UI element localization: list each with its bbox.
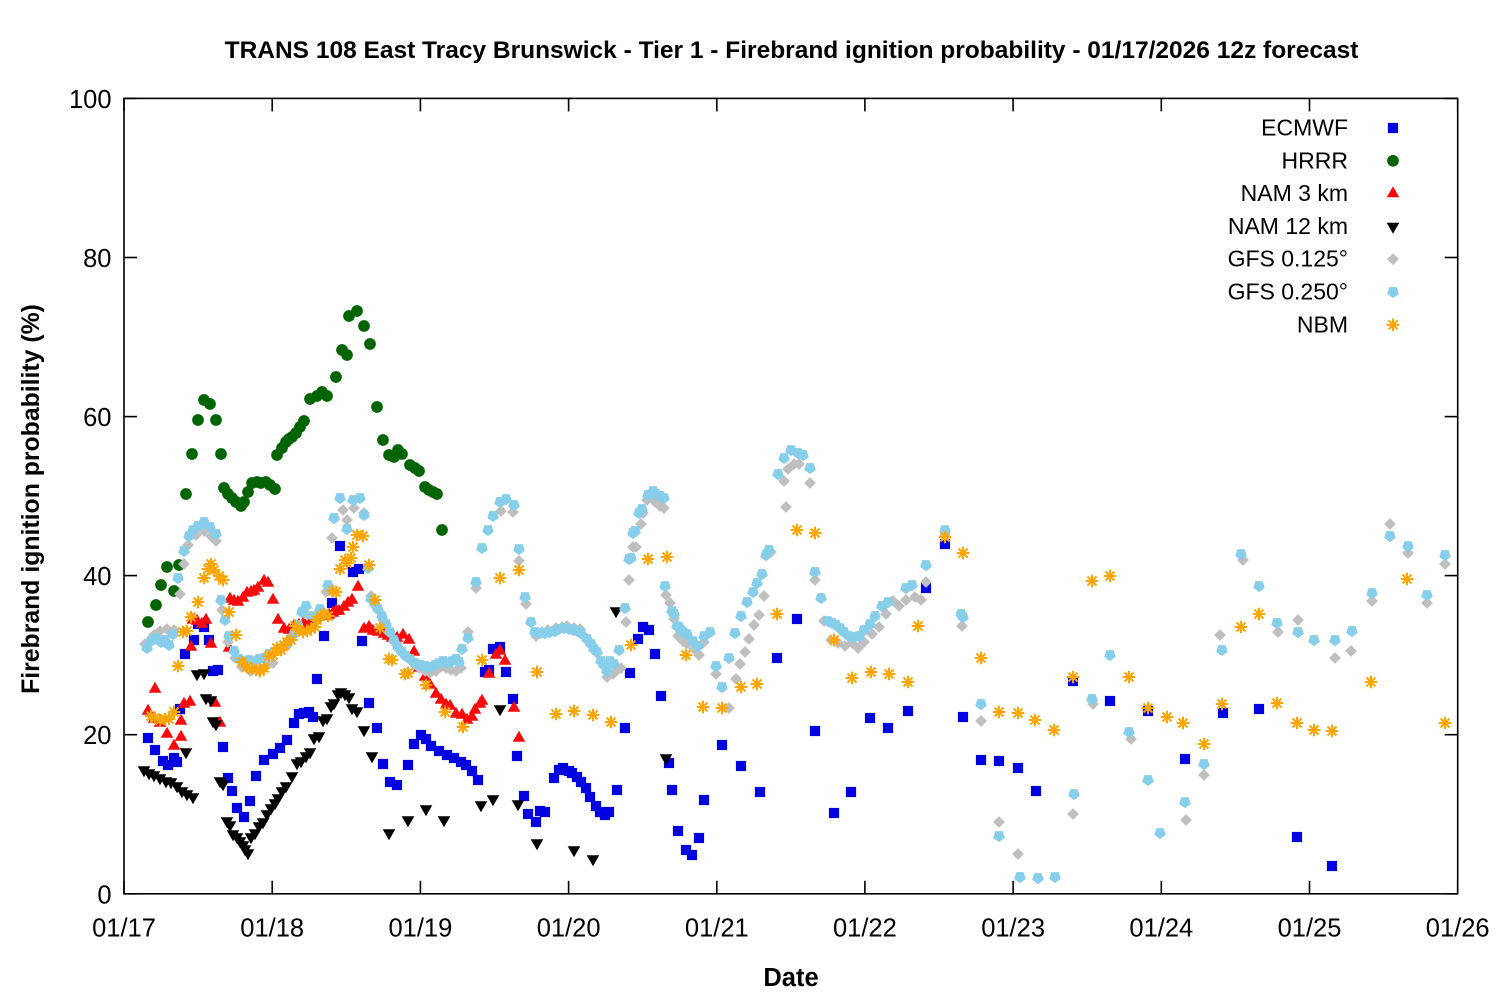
svg-text:80: 80: [83, 245, 111, 273]
svg-text:01/23: 01/23: [981, 915, 1045, 943]
svg-text:TRANS 108 East Tracy Brunswick: TRANS 108 East Tracy Brunswick - Tier 1 …: [225, 37, 1359, 64]
svg-text:01/18: 01/18: [240, 915, 304, 943]
svg-text:40: 40: [83, 563, 111, 591]
svg-text:NAM 12 km: NAM 12 km: [1228, 213, 1348, 239]
svg-text:01/20: 01/20: [537, 915, 601, 943]
svg-text:NBM: NBM: [1297, 311, 1348, 337]
svg-text:ECMWF: ECMWF: [1261, 115, 1348, 141]
svg-text:01/24: 01/24: [1129, 915, 1193, 943]
svg-text:60: 60: [83, 404, 111, 432]
svg-text:01/19: 01/19: [388, 915, 452, 943]
svg-text:GFS 0.250°: GFS 0.250°: [1228, 279, 1348, 305]
svg-text:0: 0: [97, 881, 111, 909]
svg-text:20: 20: [83, 722, 111, 750]
svg-text:01/22: 01/22: [833, 915, 897, 943]
svg-text:NAM 3 km: NAM 3 km: [1241, 180, 1348, 206]
svg-text:100: 100: [69, 86, 112, 114]
svg-text:Date: Date: [763, 964, 818, 992]
svg-text:Firebrand ignition probability: Firebrand ignition probability (%): [18, 304, 45, 694]
svg-text:01/21: 01/21: [685, 915, 749, 943]
svg-text:01/25: 01/25: [1278, 915, 1342, 943]
svg-text:GFS 0.125°: GFS 0.125°: [1228, 246, 1348, 272]
svg-text:01/17: 01/17: [92, 915, 156, 943]
svg-text:01/26: 01/26: [1426, 915, 1490, 943]
svg-text:HRRR: HRRR: [1282, 147, 1348, 173]
